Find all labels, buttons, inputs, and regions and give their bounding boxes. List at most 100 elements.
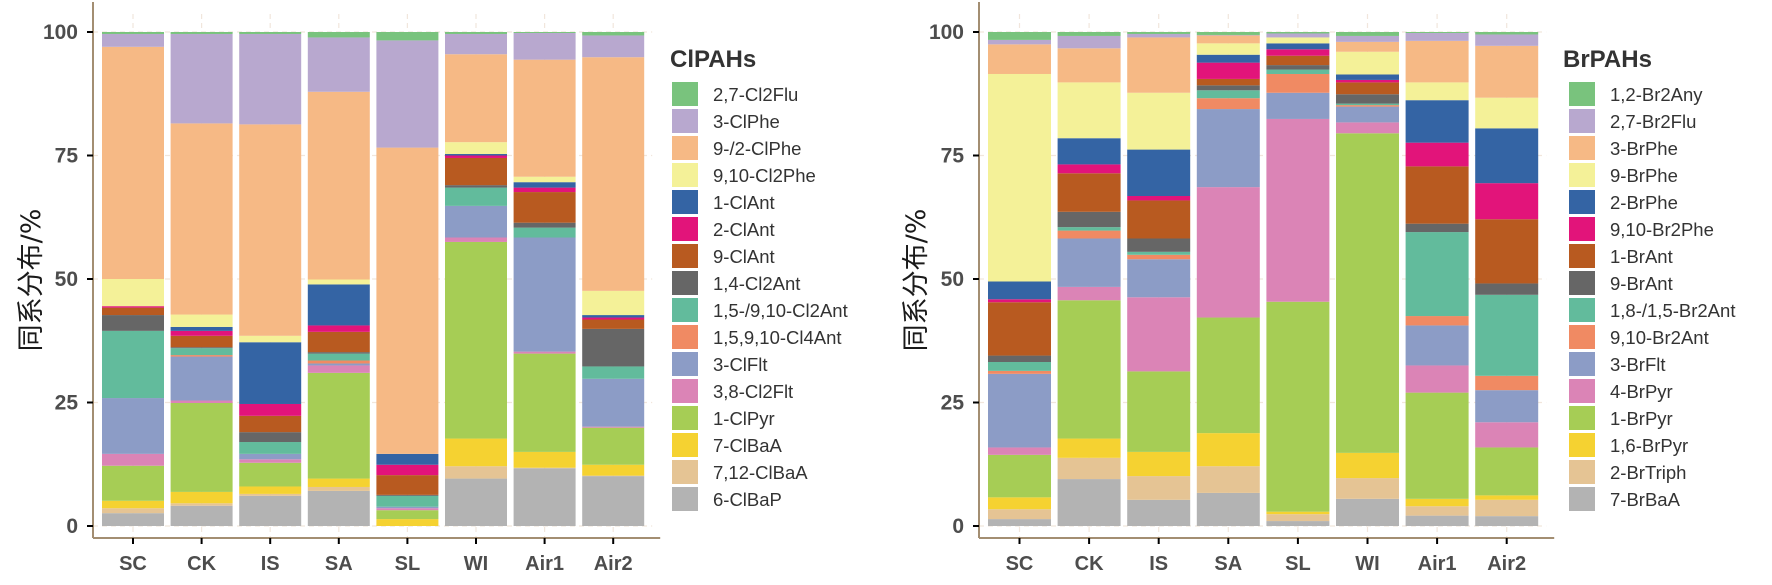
legend-item: 1,4-Cl2Ant bbox=[672, 271, 800, 295]
bar-segment-sl-9-10-br2ant bbox=[1266, 73, 1330, 93]
legend-swatch bbox=[1569, 460, 1595, 484]
bar-segment-wi-1-8-1-5-br2ant bbox=[1336, 103, 1399, 106]
bar-segment-sc-2-brphe bbox=[988, 281, 1051, 300]
bar-segment-sl-9-clant bbox=[376, 475, 439, 495]
bar-segment-air2-3-clflt bbox=[582, 378, 645, 427]
legend-item: 1-ClAnt bbox=[672, 190, 775, 214]
bar-segment-ck-4-brpyr bbox=[1057, 286, 1121, 301]
bar-segment-sl-1-brant bbox=[1266, 55, 1330, 66]
bar-segment-air1-9-brphe bbox=[1405, 82, 1469, 101]
bar-segment-sc-3-clflt bbox=[102, 398, 164, 454]
bar-segment-sa-1-4-cl2ant bbox=[307, 352, 370, 354]
legend-item: 2-ClAnt bbox=[672, 217, 775, 241]
x-tick-label-air2: Air2 bbox=[1487, 553, 1526, 575]
bar-segment-is-3-clphe bbox=[239, 33, 302, 125]
legend-swatch bbox=[672, 433, 698, 457]
bar-segment-sc-2-7-br2flu bbox=[988, 39, 1051, 45]
bar-segment-air2-7-clbaa bbox=[582, 464, 645, 476]
x-tick-label-is: IS bbox=[261, 553, 280, 575]
bar-segment-sl-1-clpyr bbox=[376, 510, 439, 520]
bar-segment-air2-7-brbaa bbox=[1475, 516, 1539, 526]
bar-segment-ck-2-brtriph bbox=[1057, 457, 1121, 480]
legend-label: 3-ClPhe bbox=[713, 111, 780, 132]
bar-segment-sl-3-brflt bbox=[1266, 92, 1330, 119]
bar-segment-sc-7-clbaa bbox=[102, 500, 164, 509]
bar-segment-wi-3-8-cl2flt bbox=[445, 237, 507, 242]
legend-item: 9-ClAnt bbox=[672, 244, 775, 268]
axes-left: 0 25 50 75 100 SC CK IS SA SL WI Air1 Air2 bbox=[43, 2, 661, 575]
bar-segment-sa-1-clant bbox=[307, 284, 370, 326]
bar-segment-air2-9-clant bbox=[582, 319, 645, 329]
legend-label: 2-ClAnt bbox=[713, 219, 775, 240]
bar-segment-sa-1-5-9-10-cl2ant bbox=[307, 353, 370, 361]
bar-segment-air2-3-brphe bbox=[1475, 45, 1539, 98]
bar-segment-ck-1-clant bbox=[170, 326, 233, 331]
legend-label: 2,7-Br2Flu bbox=[1610, 111, 1696, 132]
bar-segment-air1-1-brpyr bbox=[1405, 392, 1469, 499]
legend-swatch bbox=[672, 217, 698, 241]
bar-segment-air1-1-4-cl2ant bbox=[513, 222, 576, 228]
bar-segment-air1-9-10-cl2phe bbox=[513, 176, 576, 183]
bar-segment-air1-2-7-br2flu bbox=[1405, 32, 1469, 41]
legend-swatch bbox=[1569, 433, 1595, 457]
bar-segment-sc-3-8-cl2flt bbox=[102, 453, 164, 466]
bar-segment-air1-1-6-brpyr bbox=[1405, 498, 1469, 507]
bar-segment-is-9-brphe bbox=[1127, 92, 1191, 150]
bar-segment-ck-1-5-9-10-cl2ant bbox=[170, 348, 233, 356]
bar-segment-air1-6-clbap bbox=[513, 468, 576, 526]
bar-segment-sa-1-brant bbox=[1196, 78, 1260, 86]
bar-segment-air2-2-brphe bbox=[1475, 128, 1539, 184]
bar-segment-is-6-clbap bbox=[239, 495, 302, 526]
bar-segment-sl-4-brpyr bbox=[1266, 118, 1330, 302]
bar-segment-air1-3-clphe bbox=[513, 32, 576, 60]
bar-segment-air2-9-10-br2ant bbox=[1475, 375, 1539, 391]
bar-segment-ck-3-8-cl2flt bbox=[170, 400, 233, 403]
x-tick-label-sc: SC bbox=[1006, 553, 1034, 575]
bar-segment-is-2-clant bbox=[239, 403, 302, 416]
clpahs-panel: 同系分布/% 0 25 50 75 100 SC CK IS SA SL WI Air1 Air2 Cl… bbox=[16, 2, 848, 575]
legend-item: 1,8-/1,5-Br2Ant bbox=[1569, 298, 1735, 322]
bar-segment-is-7-clbaa bbox=[239, 486, 302, 494]
bar-segment-is-9-2-clphe bbox=[239, 124, 302, 336]
bar-segment-is-3-brphe bbox=[1127, 37, 1191, 93]
bar-segment-is-2-brphe bbox=[1127, 149, 1191, 197]
legend-swatch bbox=[1569, 190, 1595, 214]
bar-segment-sc-1-4-cl2ant bbox=[102, 315, 164, 331]
bar-segment-ck-9-clant bbox=[170, 335, 233, 348]
bar-segment-wi-9-10-br2phe bbox=[1336, 79, 1399, 83]
bar-segment-sc-1-clpyr bbox=[102, 465, 164, 501]
legend-item: 4-BrPyr bbox=[1569, 379, 1673, 403]
legend-swatch bbox=[1569, 163, 1595, 187]
bar-segment-wi-1-brpyr bbox=[1336, 133, 1399, 453]
bar-segment-sc-1-brant bbox=[988, 302, 1051, 356]
bar-segment-sc-9-brant bbox=[988, 355, 1051, 362]
legend-right: BrPAHs 1,2-Br2Any 2,7-Br2Flu 3-BrPhe 9-BrPh… bbox=[1563, 46, 1735, 511]
bar-segment-ck-1-6-brpyr bbox=[1057, 438, 1121, 458]
bar-segment-sa-1-clpyr bbox=[307, 372, 370, 479]
x-tick-label-sl: SL bbox=[395, 553, 421, 575]
bar-segment-is-9-clant bbox=[239, 415, 302, 433]
bar-segment-air2-1-clpyr bbox=[582, 427, 645, 465]
bar-segment-ck-2-clant bbox=[170, 330, 233, 336]
bar-segment-wi-9-10-cl2phe bbox=[445, 142, 507, 155]
bar-segment-wi-2-brphe bbox=[1336, 74, 1399, 80]
bar-segment-sa-9-brant bbox=[1196, 85, 1260, 91]
legend-swatch bbox=[672, 460, 698, 484]
y-tick-label: 100 bbox=[43, 21, 78, 44]
bar-segment-air1-9-brant bbox=[1405, 223, 1469, 233]
legend-label: 9-/2-ClPhe bbox=[713, 138, 801, 159]
legend-swatch bbox=[1569, 217, 1595, 241]
legend-label: 1,2-Br2Any bbox=[1610, 84, 1703, 105]
bar-segment-is-2-7-cl2flu bbox=[239, 32, 302, 34]
bar-segment-sl-3-clphe bbox=[376, 40, 439, 148]
brpahs-panel: 同系分布/% 0 25 50 75 100 SC CK IS SA SL WI Air1 Air2 Br… bbox=[901, 2, 1735, 575]
bars-left bbox=[102, 32, 645, 526]
legend-item: 7-BrBaA bbox=[1569, 487, 1681, 511]
bar-segment-wi-9-10-br2ant bbox=[1336, 105, 1399, 107]
bar-segment-air1-2-7-cl2flu bbox=[513, 32, 576, 33]
y-tick-label: 25 bbox=[55, 392, 79, 415]
legend-swatch bbox=[672, 244, 698, 268]
bar-segment-sc-9-10-cl2phe bbox=[102, 279, 164, 307]
bar-segment-sa-1-2-br2any bbox=[1196, 32, 1260, 35]
bar-segment-sc-3-clphe bbox=[102, 33, 164, 47]
